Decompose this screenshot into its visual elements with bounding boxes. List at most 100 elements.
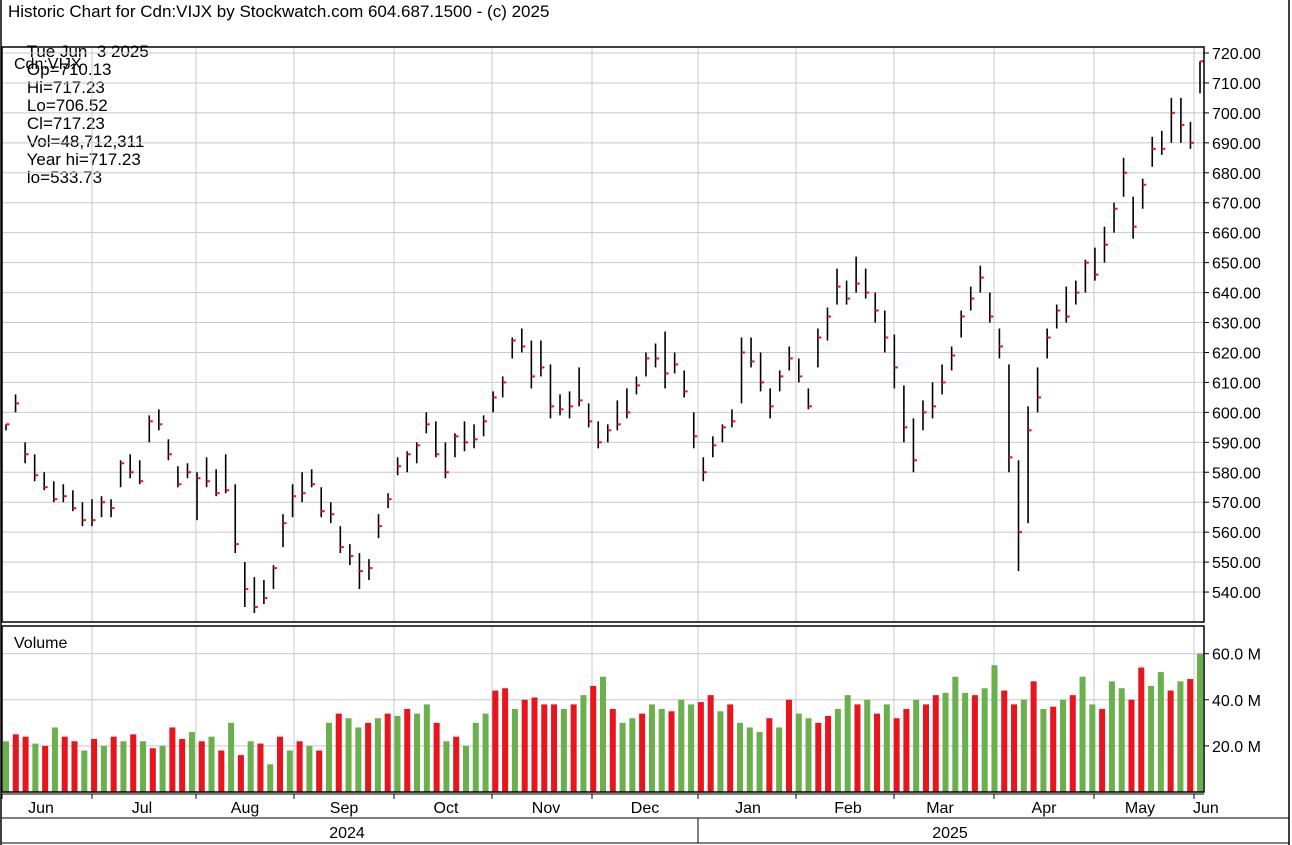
volume-bar (922, 704, 929, 792)
month-label-apr: Apr (1032, 800, 1058, 817)
volume-panel-frame (1, 625, 1205, 793)
volume-bar (511, 709, 518, 792)
volume-bar (658, 709, 665, 792)
year-label-2025: 2025 (932, 825, 968, 842)
volume-bar (1089, 704, 1096, 792)
volume-bar (776, 727, 783, 792)
volume-bar (130, 734, 137, 792)
volume-bar (707, 695, 714, 792)
volume-bar (335, 713, 342, 792)
volume-bar (1099, 709, 1106, 792)
volume-bar (502, 688, 509, 792)
month-label-oct: Oct (434, 800, 459, 817)
volume-panel-title: Volume (14, 635, 67, 652)
volume-bar (218, 750, 225, 792)
volume-bar (1177, 681, 1184, 792)
volume-bar (815, 722, 822, 792)
month-label-feb: Feb (834, 800, 862, 817)
volume-bar (580, 695, 587, 792)
volume-bar (1167, 690, 1174, 792)
volume-bar (472, 722, 479, 792)
volume-tick-label: 40.0 M (1212, 693, 1261, 710)
volume-bar (844, 695, 851, 792)
volume-bar (1069, 695, 1076, 792)
volume-bar (1138, 667, 1145, 792)
volume-bar (521, 699, 528, 792)
header-close: Cl=717.23 (26, 114, 105, 133)
volume-bar (737, 722, 744, 792)
price-tick-label: 560.00 (1212, 525, 1261, 542)
year-label-2024: 2024 (329, 825, 365, 842)
volume-bar (462, 745, 469, 792)
volume-tick-label: 20.0 M (1212, 739, 1261, 756)
volume-bar (756, 732, 763, 792)
volume-bar (874, 713, 881, 792)
month-label-mar: Mar (926, 800, 954, 817)
volume-bar (1196, 653, 1204, 792)
volume-bar (795, 713, 802, 792)
volume-bar (991, 665, 998, 792)
volume-bar (952, 676, 959, 792)
volume-bar (785, 699, 792, 792)
volume-bar (1108, 681, 1115, 792)
volume-axis: 60.0 M 40.0 M 20.0 M (1, 625, 1261, 793)
header-open: Op=710.13 (26, 60, 112, 79)
volume-bar (247, 741, 254, 792)
header-low: Lo=706.52 (26, 96, 108, 115)
volume-bar (32, 743, 39, 792)
volume-bar (433, 722, 440, 792)
volume-bar (81, 750, 88, 792)
volume-bar (893, 718, 900, 792)
volume-bar (551, 704, 558, 792)
volume-bar (903, 709, 910, 792)
month-label-jan: Jan (735, 800, 761, 817)
volume-bar (619, 722, 626, 792)
month-label-nov: Nov (532, 800, 560, 817)
volume-bar (345, 718, 352, 792)
volume-bar (169, 727, 176, 792)
volume-bar (286, 750, 293, 792)
volume-tick-label: 60.0 M (1212, 647, 1261, 664)
volume-bar (717, 711, 724, 792)
price-tick-label: 690.00 (1212, 136, 1261, 153)
price-panel-frame (1, 46, 1205, 623)
volume-bar (913, 699, 920, 792)
volume-bar (316, 750, 323, 792)
volume-bar (1011, 704, 1018, 792)
volume-bar (599, 676, 607, 792)
volume-bar (1050, 706, 1057, 792)
volume-bar (325, 722, 332, 792)
price-panel-title: Cdn:VIJX (14, 56, 82, 73)
volume-bar (267, 764, 274, 792)
price-tick-label: 700.00 (1212, 106, 1261, 123)
volume-bar (277, 736, 284, 792)
month-label-dec: Dec (631, 800, 659, 817)
volume-bar (825, 715, 832, 792)
volume-bar (560, 709, 567, 792)
volume-bar (668, 711, 675, 792)
month-label-jun: Jun (1193, 800, 1219, 817)
volume-bar (71, 741, 78, 792)
volume-bar (140, 741, 147, 792)
volume-bar (1040, 709, 1047, 792)
volume-bar (727, 704, 734, 792)
volume-bar (981, 688, 988, 792)
volume-bar (51, 727, 58, 792)
volume-bar (766, 718, 773, 792)
chart-header-title: Historic Chart for Cdn:VIJX by Stockwatc… (8, 2, 550, 21)
price-tick-label: 590.00 (1212, 435, 1261, 452)
price-tick-label: 670.00 (1212, 196, 1261, 213)
volume-bar (482, 713, 489, 792)
volume-bar (188, 732, 195, 792)
volume-bar (149, 748, 156, 792)
price-bars (5, 60, 1204, 614)
volume-bar (404, 709, 411, 792)
header-year-high: Year hi=717.23 (26, 150, 141, 169)
price-tick-label: 650.00 (1212, 256, 1261, 273)
header-volume: Vol=48,712,311 (26, 132, 145, 151)
volume-bar (374, 718, 381, 792)
volume-bar (834, 709, 841, 792)
price-axis: 720.00 710.00 700.00 690.00 680.00 670.00 660.… (1, 46, 1261, 623)
volume-bar (1187, 679, 1194, 792)
volume-bar (805, 718, 812, 792)
